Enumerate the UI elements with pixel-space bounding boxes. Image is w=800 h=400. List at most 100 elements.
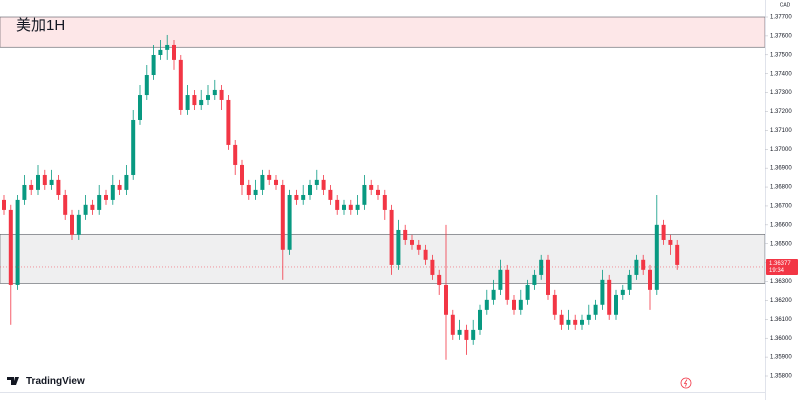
candle-body <box>131 119 136 175</box>
y-tick-label: 1.36900 <box>770 166 792 172</box>
candle-body <box>580 319 584 325</box>
candle-body <box>104 194 108 200</box>
candle-body <box>83 204 88 215</box>
candle-body <box>457 329 462 335</box>
y-tick-label: 1.36700 <box>770 204 792 210</box>
candle-body <box>600 279 605 305</box>
candle-body <box>124 174 129 190</box>
candle-body <box>49 179 54 185</box>
candle-body <box>70 214 74 235</box>
price-tag-countdown: 19:34 <box>769 268 785 274</box>
replay-icon[interactable] <box>680 377 692 389</box>
candle-body <box>566 319 571 325</box>
y-tick-label: 1.36500 <box>770 241 792 247</box>
candle-body <box>471 329 476 340</box>
price-axis: 1.35800 1.35900 1.36000 1.36100 1.36200 1.363… <box>765 15 798 380</box>
candle-body <box>573 319 578 325</box>
candle-body <box>634 259 639 275</box>
candle-body <box>274 179 278 185</box>
candle-body <box>362 184 367 205</box>
candle-body <box>437 274 442 285</box>
candle-body <box>76 214 81 235</box>
candle-body <box>178 59 183 110</box>
chart-title: 美加1H <box>16 17 65 34</box>
candle-body <box>348 204 353 210</box>
price-tag <box>766 258 798 275</box>
icon-bolt <box>683 379 688 387</box>
candle-body <box>56 179 61 195</box>
candle-body <box>2 199 6 210</box>
candle-body <box>450 314 455 335</box>
candle-body <box>376 189 380 195</box>
y-tick-label: 1.37000 <box>770 147 792 153</box>
candle-body <box>382 194 387 210</box>
candle-body <box>158 49 163 55</box>
candle-body <box>416 244 421 250</box>
zone <box>0 233 766 284</box>
candle-body <box>552 294 557 315</box>
y-tick-label: 1.37700 <box>770 15 792 21</box>
currency-label[interactable]: CAD <box>780 2 791 8</box>
y-tick-label: 1.36800 <box>770 185 792 191</box>
candle-body <box>491 289 496 300</box>
candle-body <box>512 299 516 310</box>
candle-body <box>328 189 333 200</box>
candle-body <box>430 259 435 275</box>
candle-body <box>267 174 272 180</box>
candle-body <box>675 244 680 265</box>
candle-body <box>240 164 244 185</box>
candle-body <box>648 269 652 290</box>
candle-body <box>287 194 292 250</box>
candle-body <box>192 95 197 106</box>
candle-body <box>627 274 632 290</box>
candle-body <box>559 314 564 325</box>
price-tag-value: 1.36377 <box>769 261 791 267</box>
candle-body <box>518 299 523 310</box>
y-tick-label: 1.37500 <box>770 52 792 58</box>
candle-body <box>586 314 591 320</box>
y-tick-label: 1.37100 <box>770 128 792 134</box>
candle-body <box>29 184 34 190</box>
candle-body <box>246 184 251 195</box>
candle-body <box>22 184 27 200</box>
plot-area <box>0 16 766 360</box>
candle-body <box>641 259 646 270</box>
zone <box>0 16 766 48</box>
y-tick-label: 1.36000 <box>770 336 792 342</box>
candle-body <box>185 95 190 110</box>
candle-body <box>498 269 503 290</box>
candle-body <box>8 209 13 285</box>
candle-body <box>36 174 40 190</box>
y-tick-label: 1.37300 <box>770 90 792 96</box>
candle-body <box>314 179 319 185</box>
candle-body <box>165 44 170 50</box>
y-tick-label: 1.37400 <box>770 71 792 77</box>
candle-body <box>505 269 510 300</box>
candle-body <box>90 204 95 210</box>
candle-body <box>668 239 673 245</box>
icon-circle <box>680 377 692 389</box>
candle-body <box>546 259 550 295</box>
brand-logo[interactable]: TradingView <box>7 376 85 387</box>
candle-body <box>654 224 659 290</box>
y-tick-label: 1.37600 <box>770 33 792 39</box>
candle-body <box>253 189 258 195</box>
candle-body <box>151 54 156 76</box>
candle-body <box>620 289 625 295</box>
candle-body <box>233 144 238 165</box>
candle-body <box>342 204 346 210</box>
candle-body <box>525 284 530 300</box>
candle-body <box>206 95 210 100</box>
candle-body <box>212 89 217 96</box>
y-tick-label: 1.36300 <box>770 279 792 285</box>
candle-body <box>172 44 176 60</box>
candle-body <box>335 199 340 210</box>
candle-body <box>614 294 618 315</box>
candle-body <box>138 95 142 120</box>
brand-icon <box>7 377 19 385</box>
candle-body <box>403 229 408 240</box>
candle-body <box>280 184 285 250</box>
candle-body <box>484 299 489 310</box>
